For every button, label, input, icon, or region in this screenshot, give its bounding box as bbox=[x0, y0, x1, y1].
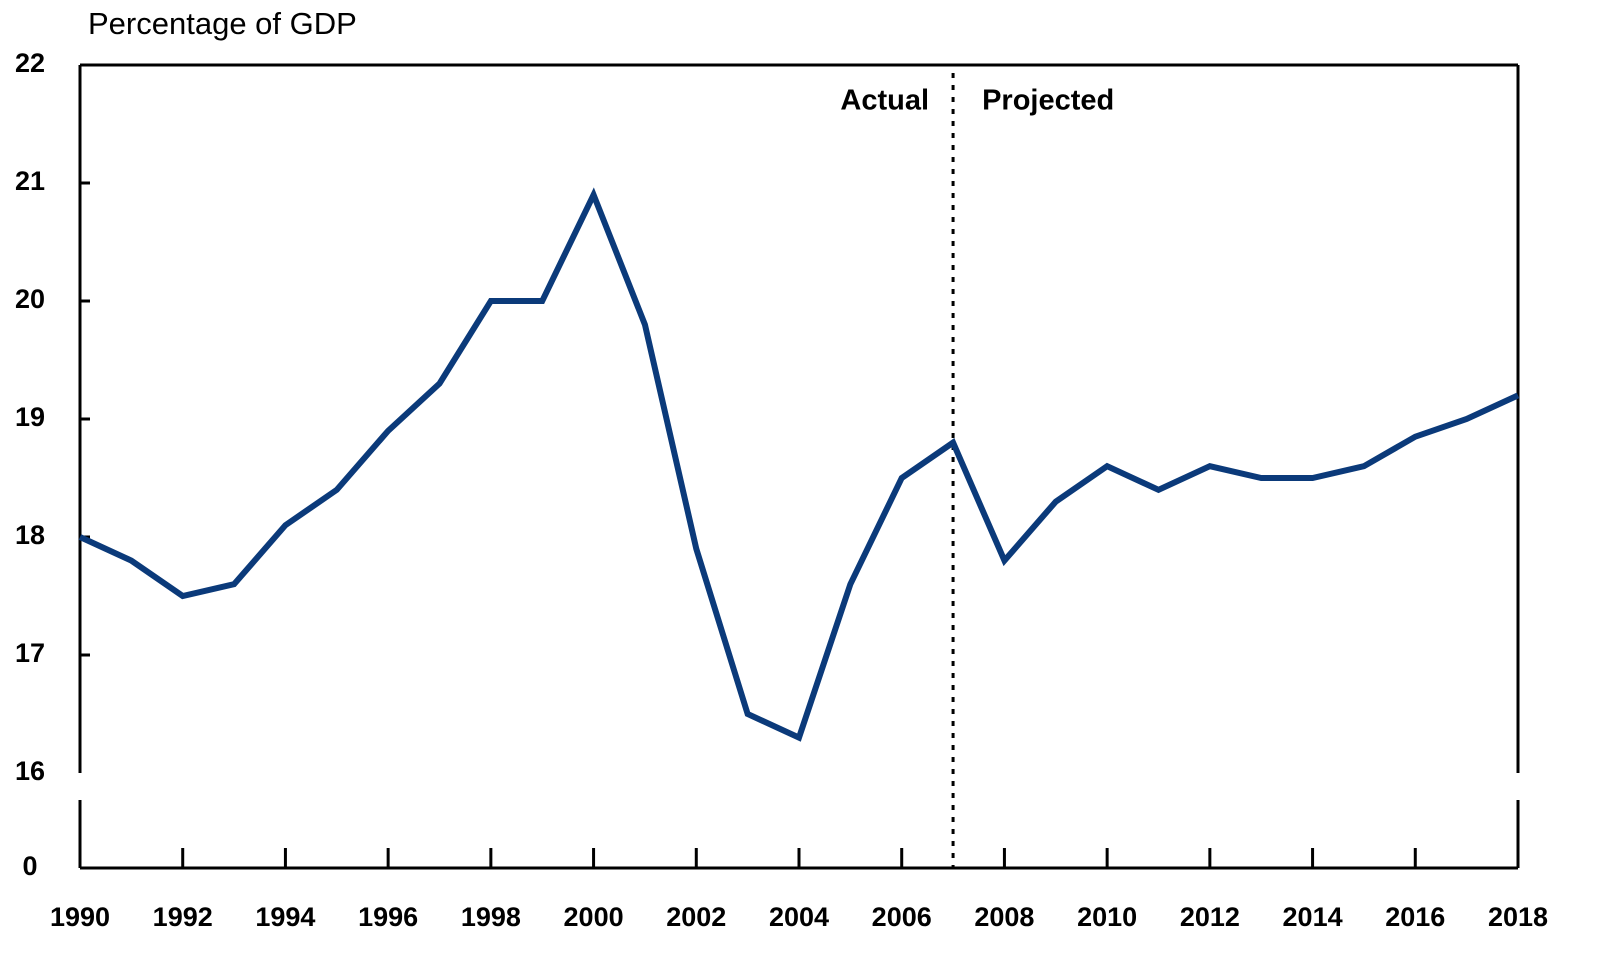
y-tick-label: 19 bbox=[15, 402, 45, 432]
y-axis-label: Percentage of GDP bbox=[88, 6, 357, 41]
y-tick-label: 21 bbox=[15, 166, 45, 196]
x-tick-label: 1990 bbox=[50, 902, 110, 932]
x-tick-label: 2000 bbox=[564, 902, 624, 932]
data-line bbox=[78, 187, 1520, 742]
annotation: Actual bbox=[840, 85, 929, 117]
x-tick-label: 2006 bbox=[872, 902, 932, 932]
y-tick-label: 22 bbox=[15, 48, 45, 78]
annotation: Projected bbox=[982, 85, 1114, 117]
x-tick-label: 2010 bbox=[1077, 902, 1137, 932]
x-tick-label: 2008 bbox=[974, 902, 1034, 932]
x-tick-label: 2012 bbox=[1180, 902, 1240, 932]
x-tick-label: 2014 bbox=[1283, 902, 1343, 932]
y-tick-label: 16 bbox=[15, 756, 45, 786]
y-tick-label: 20 bbox=[15, 284, 45, 314]
x-tick-label: 2018 bbox=[1488, 902, 1548, 932]
x-tick-label: 2002 bbox=[666, 902, 726, 932]
x-tick-label: 1996 bbox=[358, 902, 418, 932]
x-tick-label: 2016 bbox=[1385, 902, 1445, 932]
y-tick-label: 0 bbox=[22, 851, 37, 881]
x-tick-label: 1994 bbox=[255, 902, 315, 932]
y-tick-label: 18 bbox=[15, 520, 45, 550]
x-tick-label: 2004 bbox=[769, 902, 829, 932]
x-tick-label: 1998 bbox=[461, 902, 521, 932]
y-tick-label: 17 bbox=[15, 638, 45, 668]
x-tick-label: 1992 bbox=[153, 902, 213, 932]
